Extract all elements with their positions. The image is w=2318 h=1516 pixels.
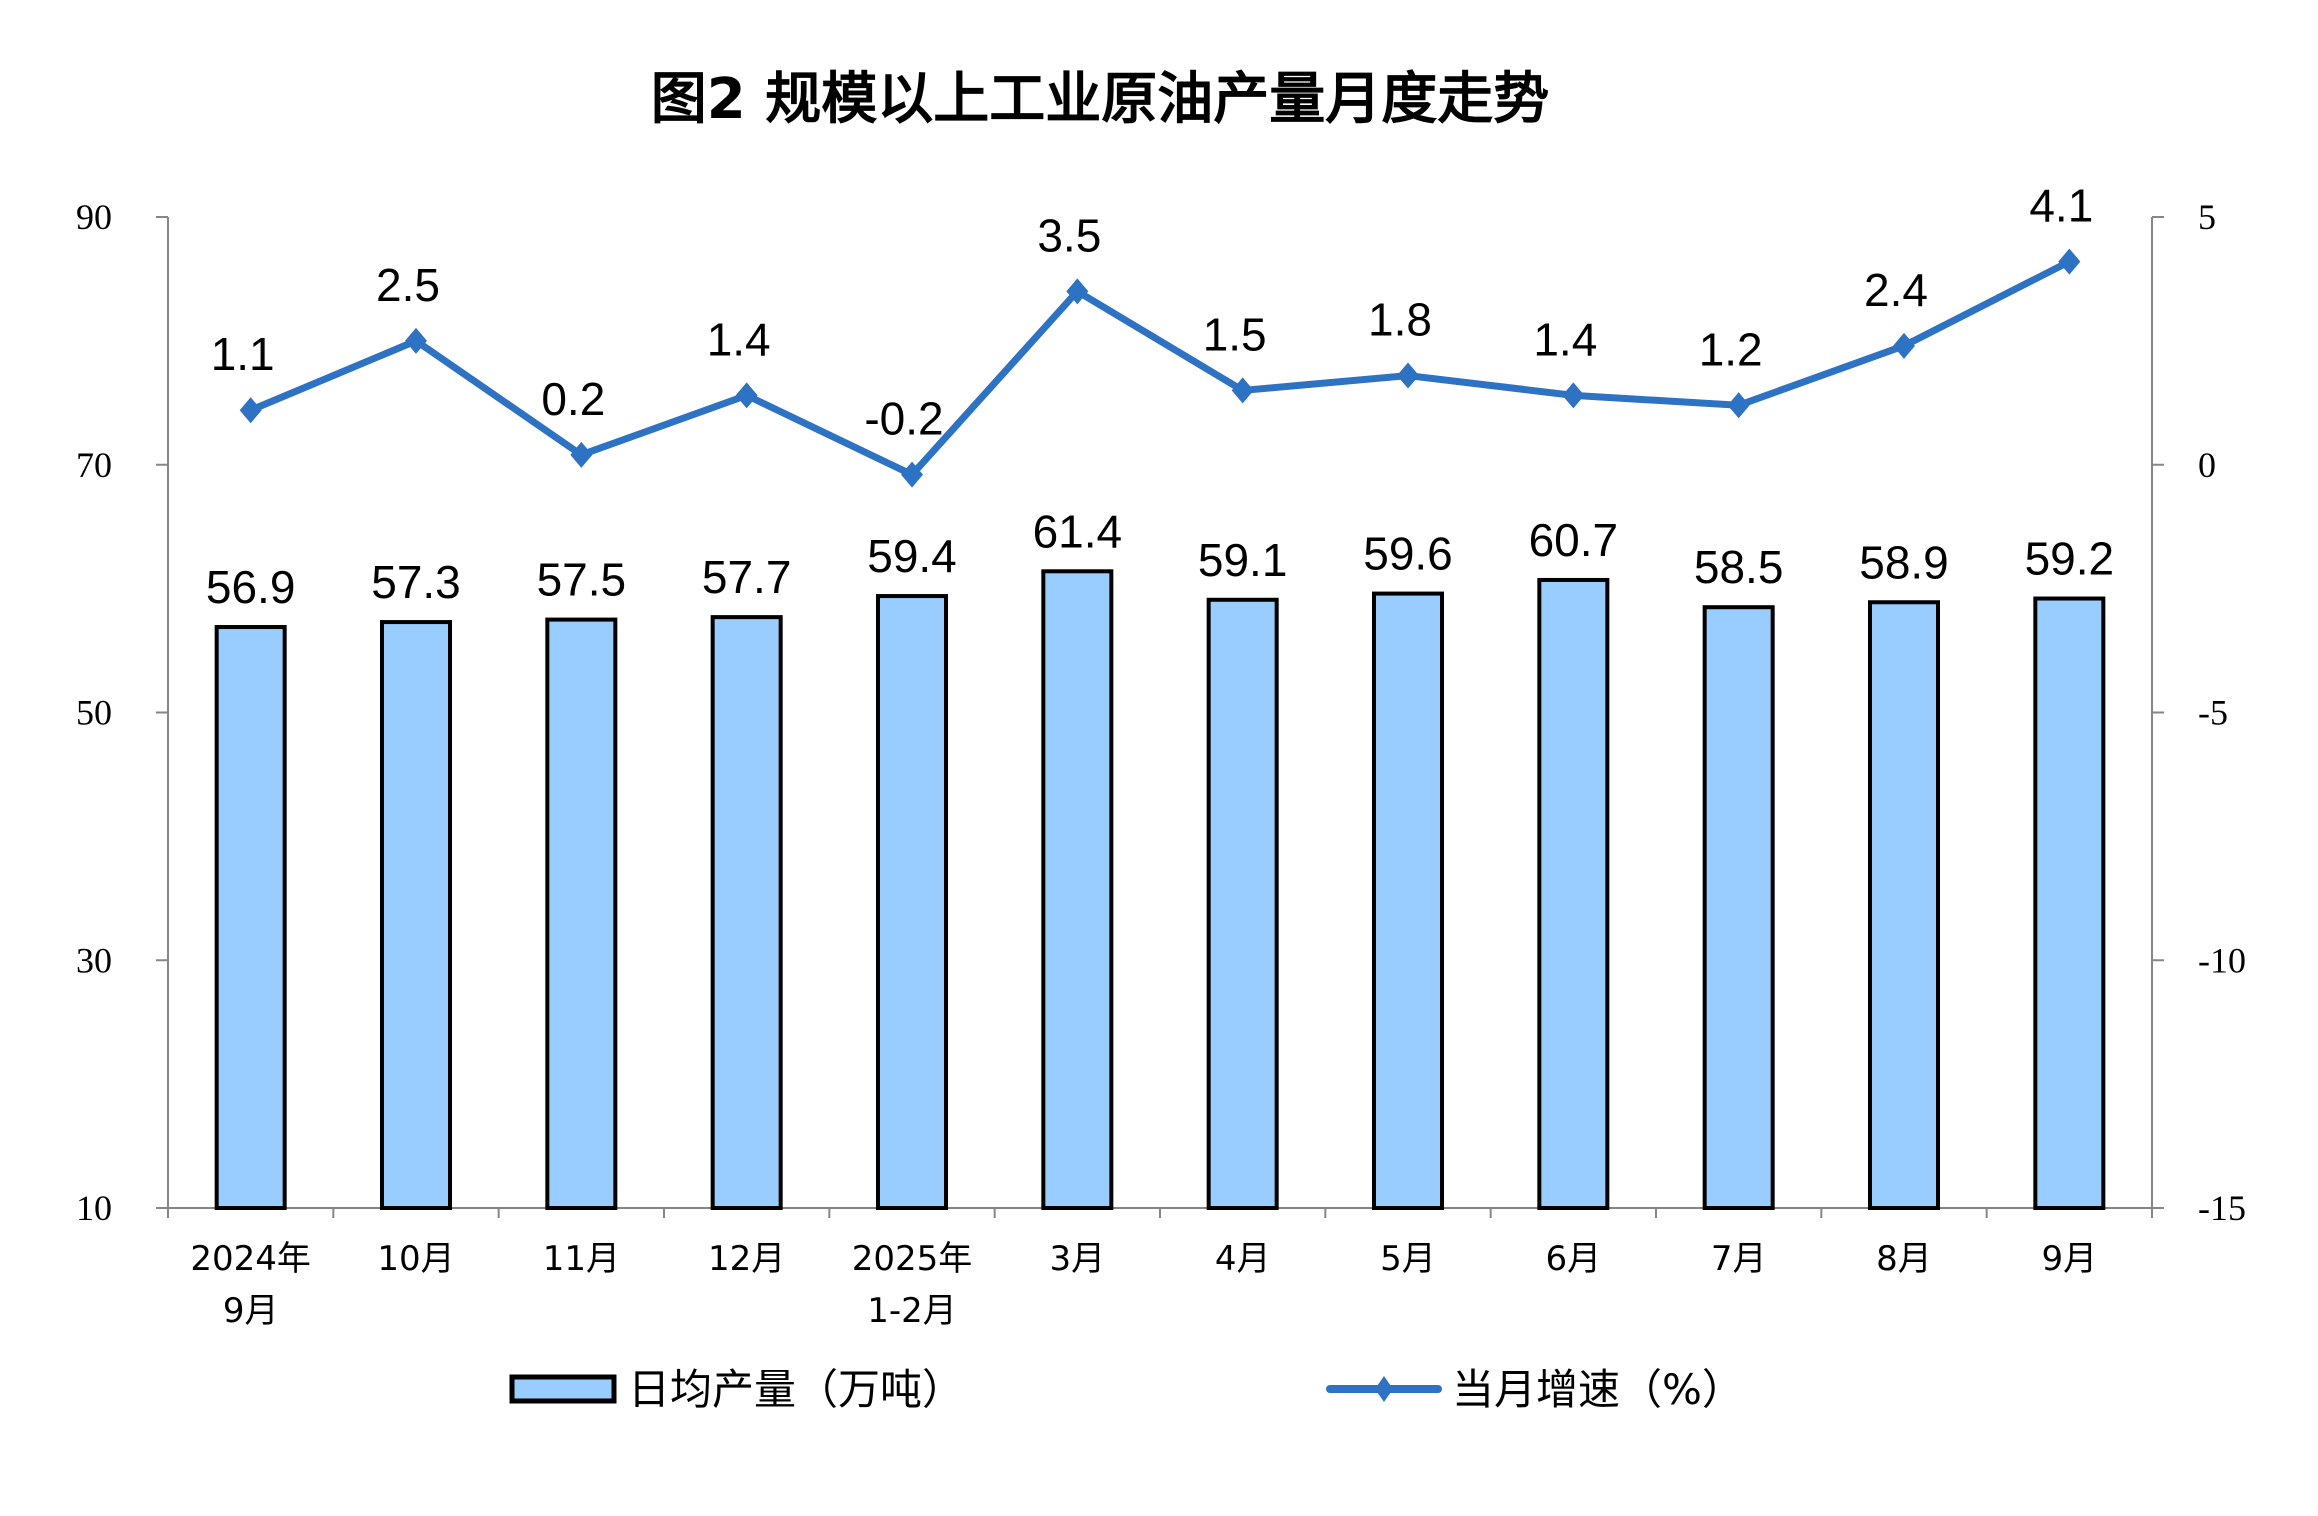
right-tick-label: 0 [2198, 445, 2216, 485]
line-data-label: 4.1 [2029, 180, 2093, 232]
bar [214, 625, 287, 1210]
right-tick-label: -10 [2198, 940, 2246, 980]
line-point-marker [1893, 332, 1915, 359]
bar-data-label: 57.3 [371, 556, 461, 608]
bar [1206, 597, 1279, 1210]
bar-data-label: 59.1 [1198, 534, 1288, 586]
data-labels: 56.9 57.3 57.5 57.7 59.4 61.4 59.1 59.6 60.7 58.5… [206, 180, 2114, 613]
line-data-label: 1.4 [707, 313, 771, 365]
x-tick-label: 10月 [377, 1239, 454, 1279]
line-data-label: 1.2 [1699, 323, 1763, 375]
x-tick-label: 12月 [708, 1239, 785, 1279]
right-tick-label: -15 [2198, 1188, 2246, 1228]
line-point-marker [901, 461, 923, 488]
x-tick-label: 5月 [1380, 1239, 1436, 1279]
line-data-label: 3.5 [1037, 209, 1101, 261]
line-series [239, 248, 2081, 488]
bar-data-label: 59.2 [2025, 533, 2115, 585]
axes: 10 30 50 70 90 -15 -10 -5 0 5 2024年 9月 10月 11月 12月 2025… [76, 197, 2246, 1331]
x-tick-label: 3月 [1050, 1239, 1106, 1279]
line-point-marker [1066, 278, 1089, 305]
bar-data-label: 61.4 [1033, 505, 1123, 557]
line-point-marker [1562, 382, 1585, 409]
bars [214, 569, 2106, 1210]
line-data-label: 2.5 [376, 259, 440, 311]
right-tick-label: 5 [2198, 197, 2216, 237]
line-data-label: 0.2 [541, 373, 605, 425]
bar-data-label: 60.7 [1529, 514, 1619, 566]
bar [876, 594, 948, 1210]
legend: 日均产量（万吨） 当月增速（%） [509, 1365, 1744, 1414]
legend-line-label: 当月增速（%） [1452, 1365, 1744, 1414]
left-tick-label: 50 [76, 693, 112, 733]
line-point-marker [2058, 248, 2081, 275]
x-tick-label: 4月 [1215, 1239, 1271, 1279]
bar [1372, 591, 1444, 1210]
chart-title: 图2 规模以上工业原油产量月度走势 [651, 67, 1549, 132]
line-point-marker [239, 397, 262, 424]
x-tick-label: 2024年 [190, 1239, 311, 1279]
line-path [249, 258, 2071, 479]
legend-bar-label: 日均产量（万吨） [628, 1365, 964, 1414]
line-point-marker [570, 441, 593, 468]
line-point-marker [735, 382, 758, 409]
right-tick-label: -5 [2198, 693, 2228, 733]
x-tick-label: 7月 [1711, 1239, 1767, 1279]
bar [2033, 596, 2106, 1210]
left-tick-label: 70 [76, 445, 112, 485]
bar-data-label: 58.5 [1694, 541, 1784, 593]
line-point-marker [405, 327, 427, 354]
left-tick-label: 30 [76, 940, 112, 980]
left-tick-label: 10 [76, 1188, 112, 1228]
x-tick-label: 2025年 [852, 1239, 973, 1279]
bar [545, 617, 618, 1210]
legend-bar-swatch [509, 1374, 617, 1404]
x-tick-label: 6月 [1546, 1239, 1602, 1279]
x-tick-label: 9月 [223, 1291, 279, 1331]
line-data-label: 1.5 [1203, 308, 1267, 360]
left-tick-label: 90 [76, 197, 112, 237]
bar-data-label: 57.7 [702, 551, 792, 603]
line-point-marker [1231, 377, 1254, 404]
bar-data-label: 57.5 [537, 554, 627, 606]
line-data-label: 1.1 [211, 328, 275, 380]
x-tick-label: 11月 [543, 1239, 620, 1279]
bar [710, 615, 783, 1210]
bar-data-label: 58.9 [1859, 536, 1949, 588]
bar-data-label: 59.4 [867, 530, 957, 582]
line-data-label: 1.8 [1368, 294, 1432, 346]
x-tick-label: 8月 [1876, 1239, 1932, 1279]
bar [1537, 577, 1610, 1210]
bar [380, 620, 452, 1210]
bar-data-label: 59.6 [1363, 528, 1453, 580]
bar [1868, 600, 1940, 1210]
x-tick-label: 1-2月 [867, 1291, 957, 1331]
line-point-marker [1727, 392, 1750, 419]
legend-line-marker [1375, 1376, 1393, 1402]
line-data-label: 2.4 [1864, 264, 1928, 316]
bar [1702, 605, 1775, 1210]
bar [1041, 569, 1114, 1210]
line-point-marker [1397, 362, 1419, 389]
bar-data-label: 56.9 [206, 561, 296, 613]
line-data-label: 1.4 [1533, 313, 1597, 365]
x-tick-label: 9月 [2042, 1239, 2098, 1279]
line-data-label: -0.2 [864, 393, 943, 445]
